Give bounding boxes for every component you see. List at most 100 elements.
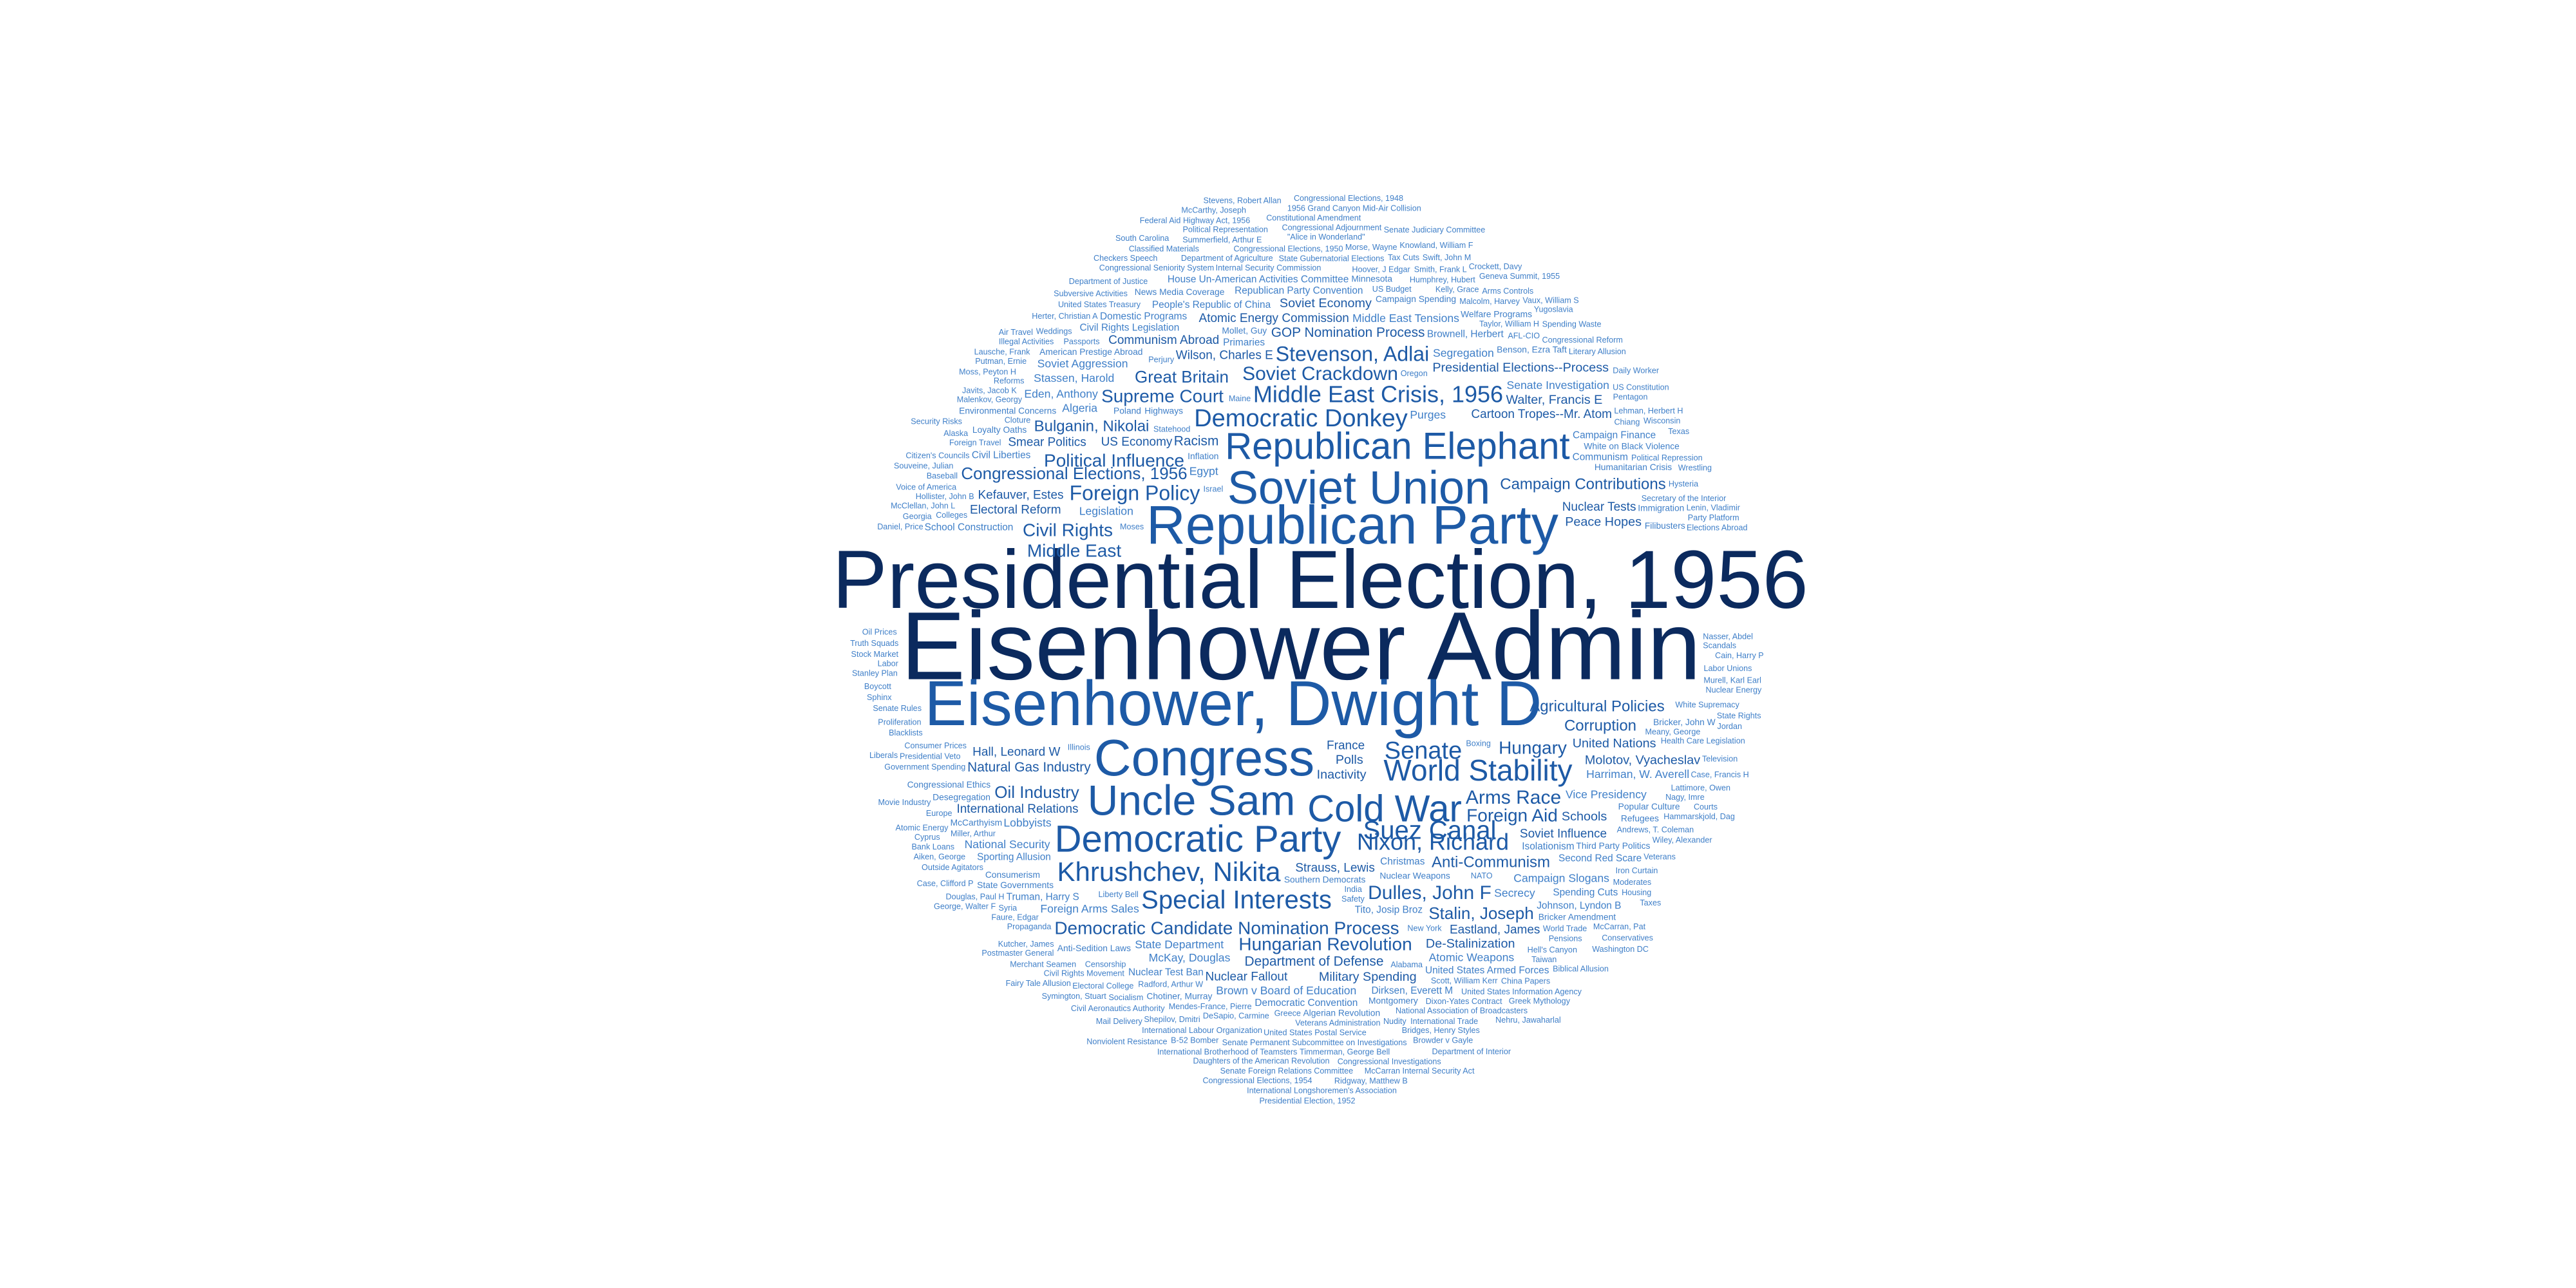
word-cloud-term: Department of Interior [1432, 1047, 1511, 1056]
word-cloud-term: School Construction [925, 522, 1014, 533]
word-cloud-term: Republican Party [1146, 495, 1558, 555]
word-cloud-term: Congress [1094, 729, 1314, 786]
word-cloud-term: South Carolina [1115, 234, 1169, 243]
word-cloud-term: Molotov, Vyacheslav [1585, 753, 1700, 767]
word-cloud-term: Stevens, Robert Allan [1204, 196, 1282, 205]
word-cloud-term: Arms Race [1466, 787, 1561, 808]
word-cloud-term: Proliferation [878, 718, 921, 727]
word-cloud-term: Nasser, Abdel [1703, 632, 1753, 641]
word-cloud-term: US Budget [1372, 285, 1412, 294]
word-cloud-term: Agricultural Policies [1530, 697, 1664, 715]
word-cloud-term: Federal Aid Highway Act, 1956 [1140, 216, 1251, 225]
word-cloud-term: Democratic Party [1055, 818, 1341, 860]
word-cloud-term: Great Britain [1135, 367, 1229, 386]
word-cloud-term: Racism [1174, 434, 1219, 449]
word-cloud-term: Brownell, Herbert [1427, 329, 1504, 340]
word-cloud-term: Bulganin, Nikolai [1034, 417, 1150, 435]
word-cloud-term: Political Representation [1183, 225, 1268, 234]
word-cloud-term: Labor Unions [1704, 664, 1752, 673]
word-cloud-term: Propaganda [1007, 922, 1052, 931]
word-cloud-term: Soviet Aggression [1037, 357, 1128, 370]
word-cloud-term: Humanitarian Crisis [1595, 462, 1672, 472]
word-cloud-term: Chiang [1614, 417, 1640, 426]
word-cloud-term: Montgomery [1368, 996, 1418, 1006]
word-cloud-term: United States Postal Service [1264, 1028, 1367, 1037]
word-cloud-term: Democratic Donkey [1194, 405, 1408, 432]
word-cloud-term: Civil Rights [1023, 520, 1113, 540]
word-cloud-term: Housing [1622, 888, 1651, 897]
word-cloud-term: Pentagon [1613, 392, 1648, 401]
word-cloud-term: Congressional Adjournment [1282, 223, 1382, 232]
word-cloud-term: Bank Loans [912, 842, 955, 851]
word-cloud-term: Nuclear Weapons [1379, 871, 1450, 881]
word-cloud-term: McCarthyism [951, 818, 1002, 828]
word-cloud-term: Desegregation [933, 792, 990, 802]
word-cloud-term: GOP Nomination Process [1271, 325, 1425, 340]
word-cloud-term: Crockett, Davy [1469, 262, 1522, 271]
word-cloud-term: Foreign Aid [1466, 805, 1558, 825]
word-cloud-term: De-Stalinization [1426, 937, 1515, 951]
word-cloud-term: World Stability [1383, 753, 1572, 787]
word-cloud-term: Political Influence [1044, 450, 1184, 470]
word-cloud-term: Consumerism [985, 870, 1040, 880]
word-cloud-term: Hell's Canyon [1528, 945, 1577, 954]
word-cloud-term: Liberals [869, 751, 898, 760]
word-cloud-term: Civil Liberties [972, 450, 1031, 460]
word-cloud-term: Mendes-France, Pierre [1169, 1002, 1252, 1011]
word-cloud-term: Case, Clifford P [917, 879, 974, 888]
word-cloud-term: Welfare Programs [1461, 310, 1532, 319]
word-cloud-term: Soviet Union [1227, 462, 1490, 514]
word-cloud-term: Middle East Tensions [1352, 312, 1459, 325]
word-cloud-term: Radford, Arthur W [1138, 980, 1203, 989]
word-cloud-term: Walter, Francis E [1506, 393, 1602, 407]
word-cloud-term: Herter, Christian A [1032, 312, 1098, 321]
word-cloud-term: Wiley, Alexander [1653, 836, 1712, 845]
word-cloud-term: Department of Justice [1069, 277, 1148, 286]
word-cloud-term: Corruption [1564, 717, 1636, 734]
word-cloud-term: House Un-American Activities Committee [1168, 274, 1349, 285]
word-cloud-term: Cartoon Tropes--Mr. Atom [1471, 408, 1612, 421]
word-cloud-term: Alabama [1390, 960, 1423, 969]
word-cloud-term: Dulles, John F [1368, 882, 1492, 904]
word-cloud-term: Pensions [1549, 934, 1582, 943]
word-cloud-term: Nixon, Richard [1357, 829, 1509, 855]
word-cloud-term: Anti-Communism [1432, 853, 1550, 871]
word-cloud-term: US Economy [1101, 435, 1173, 449]
word-cloud-term: Nehru, Jawaharlal [1495, 1016, 1561, 1025]
word-cloud-term: Eastland, James [1450, 923, 1540, 937]
word-cloud-term: Classified Materials [1129, 245, 1199, 254]
word-cloud-term: Stalin, Joseph [1428, 904, 1533, 923]
word-cloud-term: Benson, Ezra Taft [1497, 345, 1567, 355]
word-cloud-term: Checkers Speech [1094, 254, 1157, 263]
word-cloud-term: Kefauver, Estes [978, 488, 1063, 502]
word-cloud-term: Suez Canal [1363, 817, 1497, 845]
word-cloud-term: Democratic Convention [1255, 998, 1358, 1009]
word-cloud-term: Department of Defense [1245, 954, 1384, 969]
word-cloud-term: Bricker, John W [1653, 717, 1716, 727]
word-cloud-term: Putman, Ernie [975, 357, 1027, 366]
word-cloud-term: Citizen's Councils [905, 451, 969, 460]
word-cloud-term: Truman, Harry S [1007, 891, 1079, 902]
word-cloud-term: United States Armed Forces [1425, 965, 1549, 976]
word-cloud-term: Lehman, Herbert H [1614, 406, 1683, 415]
word-cloud-term: AFL-CIO [1508, 332, 1540, 341]
word-cloud-term: Congressional Elections, 1950 [1233, 245, 1343, 254]
word-cloud-term: Scandals [1703, 641, 1736, 650]
word-cloud-term: Scott, William Kerr [1431, 976, 1498, 985]
word-cloud-term: Stevenson, Adlai [1276, 342, 1429, 365]
word-cloud-term: Greek Mythology [1509, 996, 1571, 1005]
word-cloud-term: Smith, Frank L [1414, 265, 1467, 274]
word-cloud-term: Washington DC [1592, 945, 1649, 954]
word-cloud-term: State Gubernatorial Elections [1279, 254, 1385, 263]
word-cloud-term: Chotiner, Murray [1146, 992, 1212, 1001]
word-cloud-term: State Governments [977, 880, 1054, 890]
word-cloud-term: Javits, Jacob K [962, 386, 1017, 395]
word-cloud-term: Health Care Legislation [1661, 737, 1745, 746]
word-cloud-term: Greece [1274, 1009, 1301, 1018]
word-cloud-term: Daughters of the American Revolution [1193, 1057, 1329, 1066]
word-cloud-term: State Department [1135, 938, 1224, 951]
word-cloud-term: Congressional Ethics [907, 780, 991, 790]
word-cloud-term: Congressional Seniority System [1099, 263, 1215, 272]
word-cloud-term: China Papers [1501, 977, 1550, 986]
word-cloud-term: American Prestige Abroad [1039, 347, 1142, 357]
